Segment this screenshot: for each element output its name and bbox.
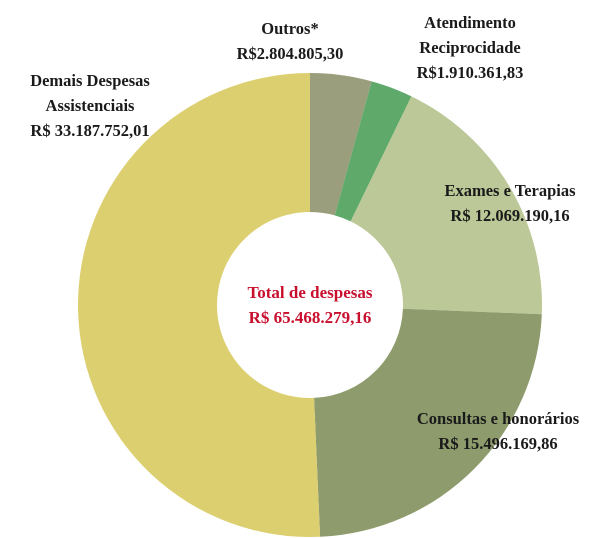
category-label: Demais Despesas Assistenciais [30, 71, 150, 115]
center-title: Total de despesas [247, 283, 373, 302]
value-label: R$ 33.187.752,01 [30, 121, 150, 140]
category-label: Atendimento Reciprocidade [419, 13, 521, 57]
label-consultas: Consultas e honorários R$ 15.496.169,86 [389, 406, 607, 456]
category-label: Consultas e honorários [416, 409, 580, 428]
label-outros: Outros* R$2.804.805,30 [205, 16, 375, 66]
donut-slice [314, 308, 542, 537]
category-label: Exames e Terapias [444, 181, 576, 200]
category-label: Outros* [261, 19, 319, 38]
donut-slice [350, 96, 542, 315]
center-label: Total de despesas R$ 65.468.279,16 [210, 280, 410, 330]
donut-slice [78, 73, 321, 537]
label-demais: Demais Despesas Assistenciais R$ 33.187.… [5, 68, 175, 143]
value-label: R$2.804.805,30 [236, 44, 344, 63]
donut-slice [334, 81, 412, 222]
label-exames: Exames e Terapias R$ 12.069.190,16 [415, 178, 605, 228]
label-atendimento: Atendimento Reciprocidade R$1.910.361,83 [400, 10, 540, 85]
center-value: R$ 65.468.279,16 [248, 308, 372, 327]
value-label: R$1.910.361,83 [416, 63, 524, 82]
value-label: R$ 12.069.190,16 [450, 206, 570, 225]
donut-slice [310, 73, 372, 216]
value-label: R$ 15.496.169,86 [438, 434, 558, 453]
